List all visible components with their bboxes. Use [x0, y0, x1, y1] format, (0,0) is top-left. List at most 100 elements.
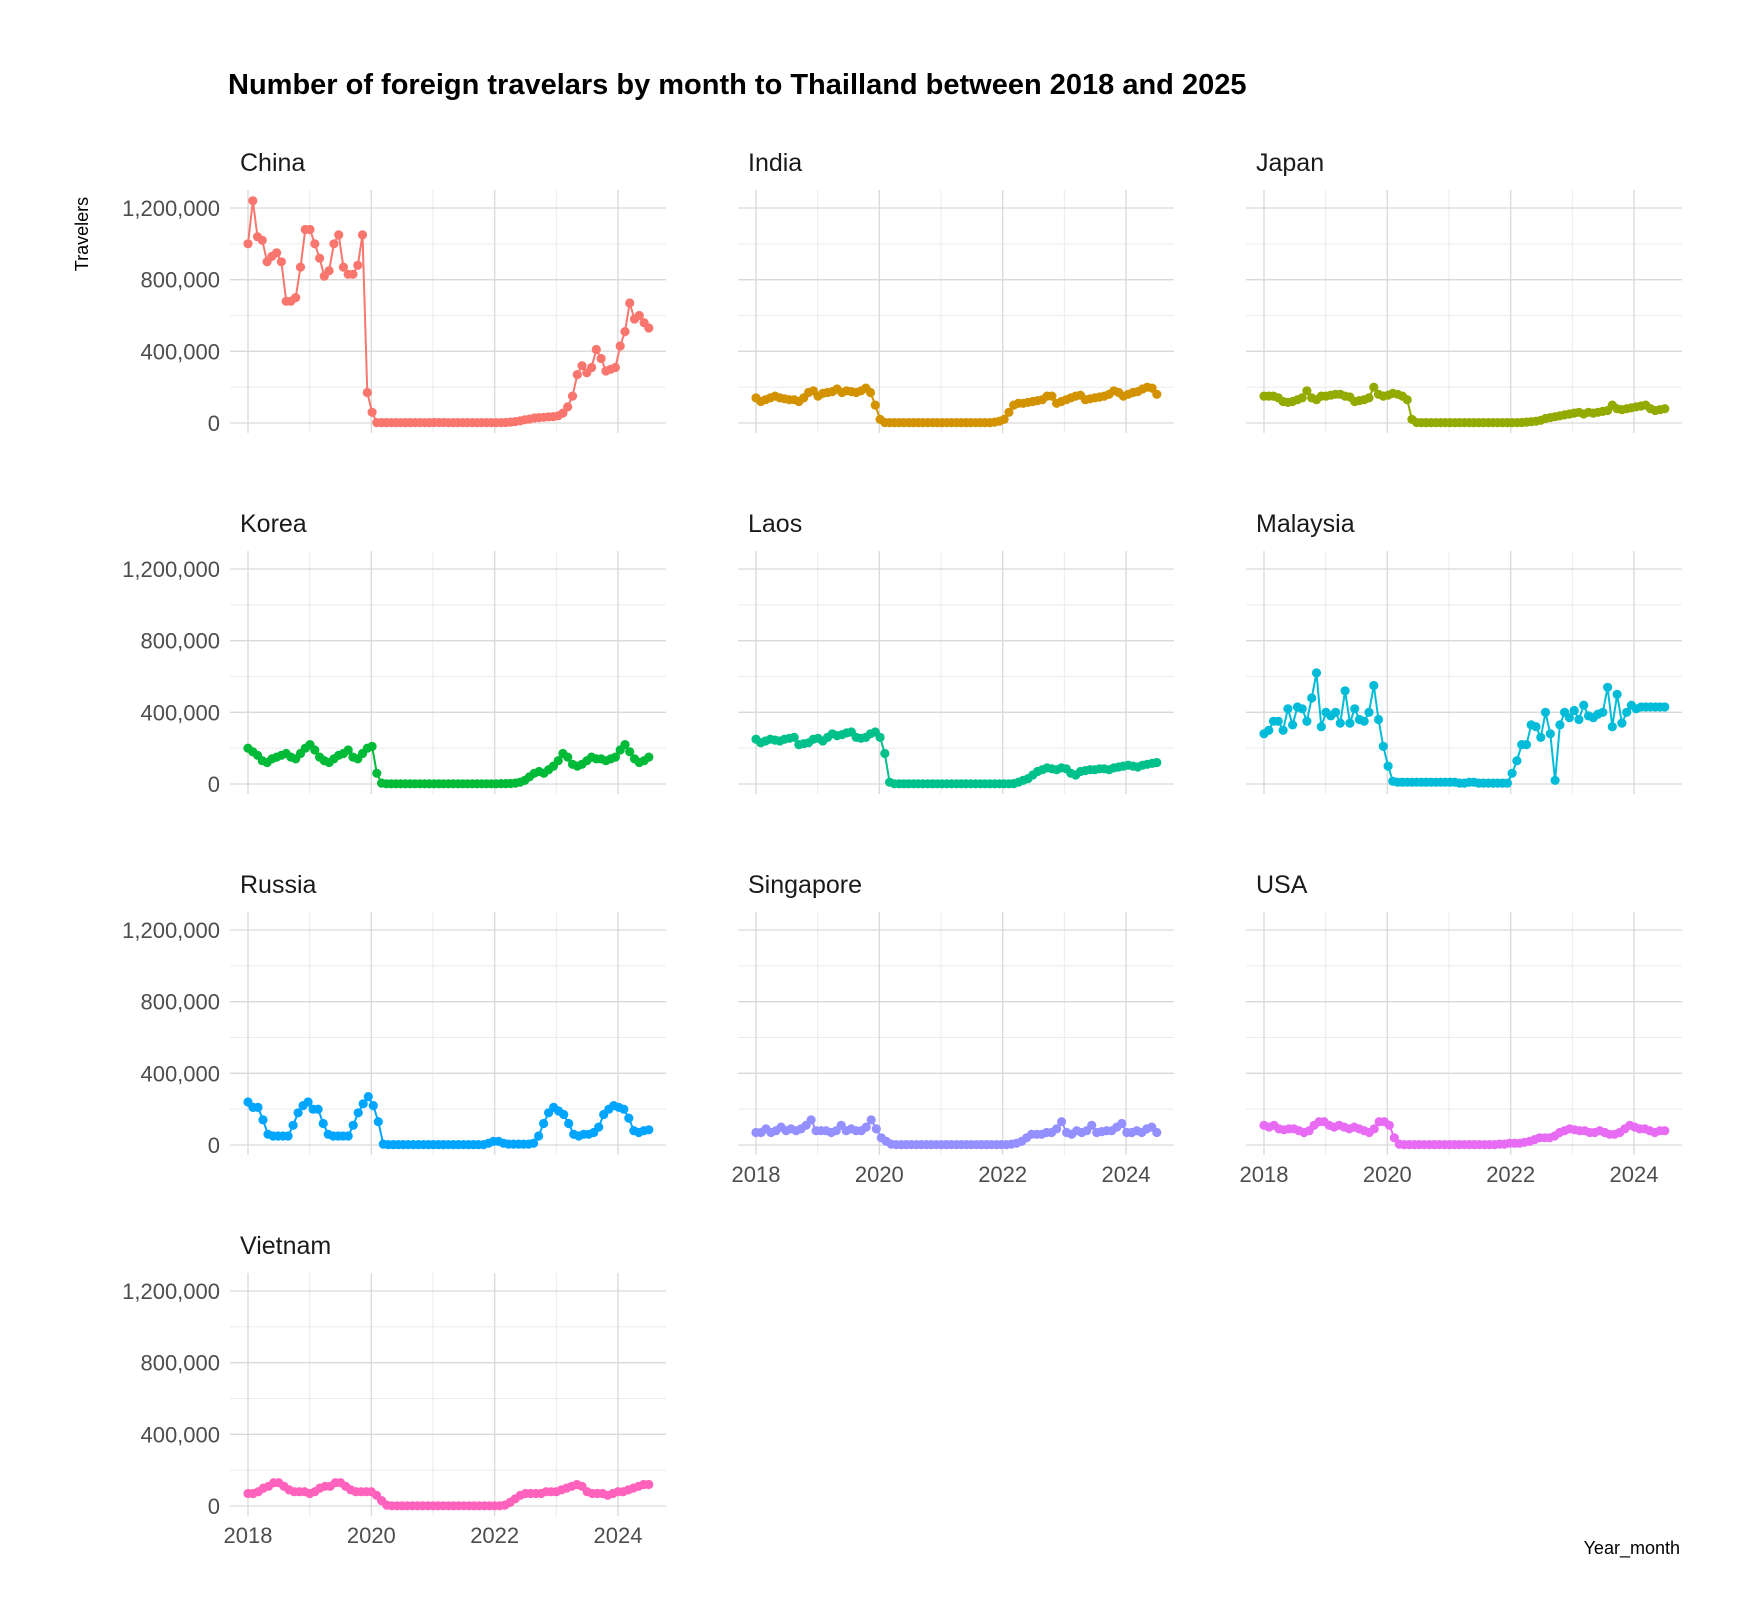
data-point: [295, 262, 306, 272]
data-point: [1369, 680, 1379, 691]
facet-strip-label: China: [240, 149, 305, 177]
y-tick-label: 0: [208, 772, 220, 797]
data-point: [293, 1108, 303, 1118]
data-point: [343, 1131, 353, 1141]
data-point: [1369, 1124, 1379, 1134]
y-tick-label: 1,200,000: [122, 918, 220, 943]
data-point: [1579, 700, 1589, 710]
data-point: [1622, 707, 1632, 717]
y-tick-label: 400,000: [140, 1061, 220, 1086]
x-tick-label: 2022: [978, 1162, 1027, 1187]
data-point: [529, 1138, 539, 1148]
data-point: [367, 741, 377, 752]
data-point: [1335, 718, 1345, 728]
data-point: [1660, 702, 1670, 712]
data-point: [334, 230, 344, 240]
data-point: [1307, 693, 1317, 703]
data-point: [875, 732, 885, 743]
data-point: [1364, 707, 1374, 717]
data-point: [310, 745, 320, 755]
facet-panels: China 0 400,000 800,000 1,200,000 India Japan K…: [122, 149, 1682, 1548]
data-point: [1550, 775, 1560, 786]
data-point: [1502, 778, 1512, 788]
data-point: [625, 747, 635, 757]
data-point: [625, 298, 635, 308]
data-point: [553, 756, 563, 766]
panel-japan: Japan: [1246, 149, 1682, 433]
data-point: [1052, 1124, 1062, 1134]
data-point: [1350, 704, 1360, 714]
y-tick-label: 400,000: [140, 1422, 220, 1447]
y-tick-label: 0: [208, 1494, 220, 1519]
data-point: [871, 1124, 881, 1134]
data-point: [577, 361, 587, 371]
data-point: [620, 327, 630, 337]
data-point: [253, 1102, 263, 1112]
data-point: [1302, 716, 1312, 726]
data-point: [1057, 1117, 1067, 1127]
data-point: [348, 1120, 358, 1130]
data-point: [610, 752, 621, 762]
facet-strip-label: Singapore: [748, 871, 862, 899]
data-point: [1612, 689, 1622, 700]
facet-strip-label: Malaysia: [1256, 510, 1355, 538]
data-point: [880, 748, 890, 759]
data-point: [564, 1118, 574, 1129]
y-tick-label: 800,000: [140, 268, 220, 293]
data-point: [288, 1120, 298, 1130]
panel-laos: Laos: [738, 510, 1174, 794]
y-tick-label: 0: [208, 1133, 220, 1158]
facet-strip-label: USA: [1256, 871, 1308, 899]
data-point: [315, 253, 325, 263]
data-point: [353, 260, 363, 270]
data-point: [644, 1479, 654, 1490]
data-point: [1521, 740, 1532, 750]
data-point: [596, 353, 606, 364]
data-point: [587, 362, 597, 373]
data-point: [1536, 732, 1546, 743]
data-point: [1617, 718, 1627, 728]
data-point: [338, 262, 348, 272]
data-point: [806, 1115, 816, 1125]
data-point: [358, 1099, 368, 1109]
data-point: [1288, 720, 1298, 730]
data-point: [1574, 714, 1584, 725]
data-point: [1278, 725, 1288, 735]
x-tick-label: 2022: [470, 1523, 519, 1548]
data-point: [1311, 668, 1322, 678]
y-tick-label: 800,000: [140, 990, 220, 1015]
data-point: [1316, 722, 1326, 732]
data-point: [1364, 393, 1374, 403]
panel-russia: Russia 0 400,000 800,000 1,200,000: [122, 871, 666, 1158]
data-point: [1569, 705, 1579, 716]
data-point: [1507, 768, 1517, 778]
data-point: [1152, 1127, 1162, 1138]
data-point: [1383, 761, 1393, 771]
data-point: [1359, 716, 1369, 726]
data-point: [372, 768, 382, 778]
data-point: [1331, 707, 1341, 717]
data-point: [861, 1122, 871, 1132]
data-point: [644, 323, 654, 333]
data-point: [1273, 716, 1283, 726]
data-point: [624, 1113, 634, 1123]
data-point: [283, 1131, 293, 1141]
facet-strip-label: India: [748, 149, 802, 177]
data-point: [1302, 386, 1312, 396]
data-point: [1283, 704, 1293, 714]
data-point: [1340, 686, 1350, 696]
data-point: [1512, 756, 1522, 766]
data-point: [620, 740, 630, 750]
data-point: [1117, 1118, 1127, 1129]
data-point: [615, 341, 625, 351]
x-tick-label: 2018: [224, 1523, 273, 1548]
data-point: [310, 239, 320, 249]
data-point: [1264, 725, 1274, 735]
panel-china: China 0 400,000 800,000 1,200,000: [122, 149, 666, 436]
data-point: [368, 1101, 378, 1111]
y-tick-label: 800,000: [140, 629, 220, 654]
y-tick-label: 1,200,000: [122, 1279, 220, 1304]
data-point: [329, 239, 339, 249]
data-point: [1389, 1133, 1399, 1143]
